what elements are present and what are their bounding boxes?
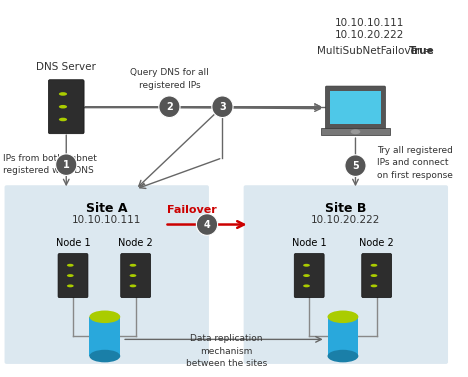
Bar: [330, 91, 380, 124]
Ellipse shape: [303, 284, 310, 287]
Text: Node 2: Node 2: [118, 238, 153, 248]
Ellipse shape: [67, 284, 73, 287]
Ellipse shape: [130, 264, 136, 267]
Text: 10.10.20.222: 10.10.20.222: [335, 30, 405, 40]
Text: 3: 3: [219, 102, 226, 112]
Text: IPs from both subnet
registered with DNS: IPs from both subnet registered with DNS: [3, 154, 96, 175]
Ellipse shape: [371, 264, 377, 267]
FancyBboxPatch shape: [326, 86, 385, 129]
Text: Node 1: Node 1: [56, 238, 90, 248]
Text: 1: 1: [63, 159, 70, 170]
Ellipse shape: [303, 274, 310, 277]
Text: Data replication
mechanism
between the sites: Data replication mechanism between the s…: [186, 334, 267, 368]
Ellipse shape: [130, 274, 136, 277]
Ellipse shape: [67, 264, 73, 267]
Text: Try all registered
IPs and connect
on first response: Try all registered IPs and connect on fi…: [377, 146, 453, 180]
FancyBboxPatch shape: [362, 253, 392, 298]
Text: Failover: Failover: [167, 205, 216, 215]
Ellipse shape: [351, 129, 360, 134]
Ellipse shape: [89, 350, 120, 362]
Ellipse shape: [89, 311, 120, 323]
FancyBboxPatch shape: [5, 185, 209, 364]
Text: 10.10.10.111: 10.10.10.111: [72, 215, 141, 225]
Text: Node 2: Node 2: [359, 238, 394, 248]
FancyBboxPatch shape: [58, 253, 88, 298]
Text: True: True: [409, 46, 434, 56]
Text: 10.10.20.222: 10.10.20.222: [311, 215, 380, 225]
Text: MultiSubNetFailover =: MultiSubNetFailover =: [317, 46, 437, 56]
Text: 2: 2: [166, 102, 173, 112]
Circle shape: [345, 155, 366, 176]
Circle shape: [212, 96, 233, 118]
Circle shape: [197, 214, 218, 235]
Ellipse shape: [59, 105, 67, 109]
Ellipse shape: [59, 92, 67, 96]
Ellipse shape: [59, 118, 67, 121]
Bar: [328, 317, 358, 356]
Ellipse shape: [303, 264, 310, 267]
Ellipse shape: [371, 284, 377, 287]
Ellipse shape: [371, 274, 377, 277]
Circle shape: [159, 96, 180, 118]
FancyBboxPatch shape: [121, 253, 151, 298]
FancyBboxPatch shape: [244, 185, 448, 364]
Text: Site B: Site B: [325, 202, 366, 215]
Text: DNS Server: DNS Server: [37, 62, 96, 72]
Text: Query DNS for all
registered IPs: Query DNS for all registered IPs: [130, 69, 209, 90]
FancyBboxPatch shape: [48, 80, 84, 134]
Text: Site A: Site A: [86, 202, 127, 215]
Text: 10.10.10.111: 10.10.10.111: [335, 18, 405, 28]
Text: 5: 5: [352, 161, 359, 171]
Ellipse shape: [130, 284, 136, 287]
Circle shape: [56, 154, 77, 175]
Ellipse shape: [328, 311, 358, 323]
Bar: [89, 317, 120, 356]
Ellipse shape: [67, 274, 73, 277]
Bar: [321, 128, 390, 135]
Text: 4: 4: [204, 219, 211, 230]
FancyBboxPatch shape: [294, 253, 324, 298]
Ellipse shape: [328, 350, 358, 362]
Text: Node 1: Node 1: [292, 238, 327, 248]
